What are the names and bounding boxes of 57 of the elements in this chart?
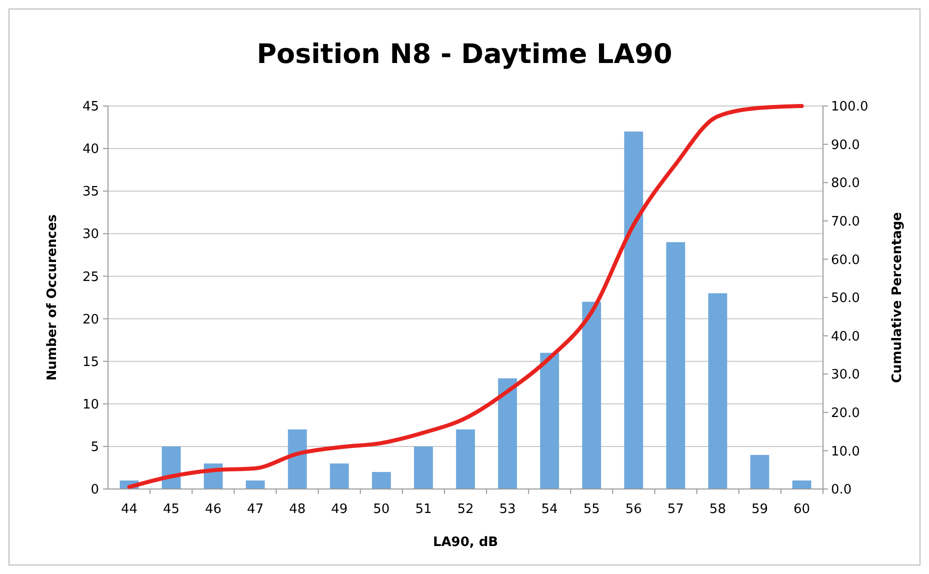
y2-tick-label: 100.0 xyxy=(831,100,868,115)
y2-tick-label: 90.0 xyxy=(831,138,860,153)
y-tick-label: 5 xyxy=(90,440,99,455)
y2-tick-label: 0.0 xyxy=(831,482,852,498)
bar xyxy=(498,378,517,489)
bar xyxy=(708,293,728,489)
y-tick-label: 35 xyxy=(82,184,99,200)
y-axis-title: Number of Occurences xyxy=(45,214,60,381)
y2-tick-label: 50.0 xyxy=(831,291,860,306)
x-tick-label: 52 xyxy=(457,502,474,517)
y-tick-label: 25 xyxy=(82,270,99,285)
y2-tick-label: 10.0 xyxy=(831,444,860,460)
y-tick-label: 0 xyxy=(90,482,99,498)
y-tick-label: 20 xyxy=(82,312,99,328)
x-tick-label: 51 xyxy=(415,502,432,517)
y-tick-label: 10 xyxy=(82,397,99,412)
bar xyxy=(624,132,644,489)
bar xyxy=(750,454,770,489)
x-tick-label: 45 xyxy=(162,502,180,517)
x-tick-label: 57 xyxy=(667,502,684,517)
x-tick-label: 48 xyxy=(289,502,306,517)
y2-tick-label: 20.0 xyxy=(831,406,860,421)
y-tick-label: 15 xyxy=(82,354,99,370)
y2-tick-label: 70.0 xyxy=(831,214,860,230)
x-tick-label: 53 xyxy=(499,502,516,517)
bar xyxy=(414,446,433,489)
bar xyxy=(666,242,686,489)
bar xyxy=(288,429,307,489)
x-tick-label: 54 xyxy=(541,502,558,517)
x-tick-label: 50 xyxy=(373,502,390,517)
x-tick-label: 49 xyxy=(331,502,348,517)
y2-tick-label: 80.0 xyxy=(831,176,860,192)
bar xyxy=(330,463,349,489)
x-tick-label: 59 xyxy=(751,502,768,517)
x-tick-label: 56 xyxy=(625,502,642,517)
line-series xyxy=(127,104,804,490)
x-tick-label: 44 xyxy=(120,502,138,517)
chart-title: Position N8 - Daytime LA90 xyxy=(256,39,672,70)
x-axis-title: LA90, dB xyxy=(432,535,498,550)
y2-tick-label: 40.0 xyxy=(831,329,860,344)
y2-tick-label: 60.0 xyxy=(831,252,860,268)
x-tick-label: 47 xyxy=(247,502,264,517)
x-tick-label: 60 xyxy=(794,502,810,517)
y-tick-label: 45 xyxy=(82,100,99,115)
bar xyxy=(246,480,265,489)
bar xyxy=(456,429,475,489)
x-tick-label: 58 xyxy=(709,502,726,517)
bar xyxy=(372,472,391,489)
x-tick-label: 55 xyxy=(583,502,600,517)
y-tick-label: 30 xyxy=(82,227,99,242)
y2-axis-title: Cumulative Percentage xyxy=(890,212,905,383)
y2-tick-label: 30.0 xyxy=(831,368,860,383)
y-tick-label: 40 xyxy=(82,142,99,158)
bar xyxy=(792,480,812,489)
bar xyxy=(582,302,602,489)
x-tick-label: 46 xyxy=(205,502,222,517)
bar xyxy=(540,352,560,489)
